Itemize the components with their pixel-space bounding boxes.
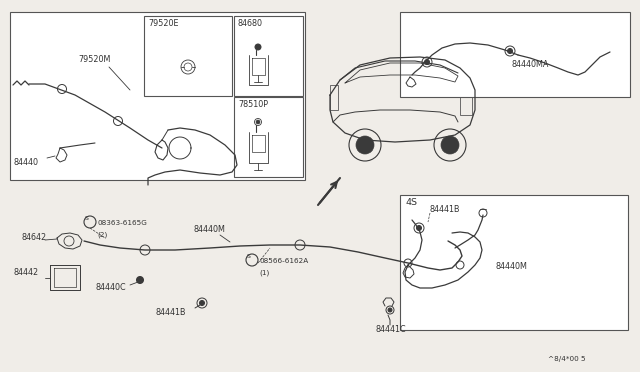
Text: ^8/4*00 5: ^8/4*00 5 — [548, 356, 586, 362]
Circle shape — [356, 136, 374, 154]
Bar — [460, 85, 472, 115]
Bar — [400, 12, 630, 97]
Text: S: S — [85, 215, 89, 221]
Text: 08363-6165G: 08363-6165G — [97, 220, 147, 226]
Circle shape — [255, 44, 261, 50]
Text: 84440M: 84440M — [495, 262, 527, 271]
Bar — [234, 97, 303, 177]
Text: 08566-6162A: 08566-6162A — [259, 258, 308, 264]
Text: 84440M: 84440M — [193, 225, 225, 234]
Text: 78510P: 78510P — [238, 100, 268, 109]
Circle shape — [256, 120, 260, 124]
Text: 84442: 84442 — [14, 268, 39, 277]
Text: 84441C: 84441C — [376, 325, 406, 334]
Circle shape — [424, 60, 429, 64]
Text: 79520M: 79520M — [78, 55, 110, 64]
Text: 84440: 84440 — [14, 158, 39, 167]
Text: (1): (1) — [259, 269, 269, 276]
Bar — [144, 16, 232, 96]
Text: 84642: 84642 — [22, 233, 47, 242]
Circle shape — [136, 276, 143, 283]
Circle shape — [417, 225, 422, 231]
Circle shape — [388, 308, 392, 312]
Text: 84440MA: 84440MA — [512, 60, 549, 69]
Text: 4S: 4S — [405, 198, 417, 207]
Circle shape — [200, 301, 205, 305]
Text: 84680: 84680 — [238, 19, 263, 28]
Text: 84441B: 84441B — [155, 308, 186, 317]
Circle shape — [508, 48, 513, 54]
Bar — [330, 85, 338, 110]
Text: 84441B: 84441B — [430, 205, 461, 214]
Text: 84440C: 84440C — [95, 283, 125, 292]
Bar — [234, 16, 303, 96]
Text: 79520E: 79520E — [148, 19, 179, 28]
Bar — [400, 195, 628, 330]
Text: S: S — [247, 253, 251, 259]
Text: (2): (2) — [97, 231, 108, 237]
Circle shape — [441, 136, 459, 154]
Bar — [10, 12, 305, 180]
